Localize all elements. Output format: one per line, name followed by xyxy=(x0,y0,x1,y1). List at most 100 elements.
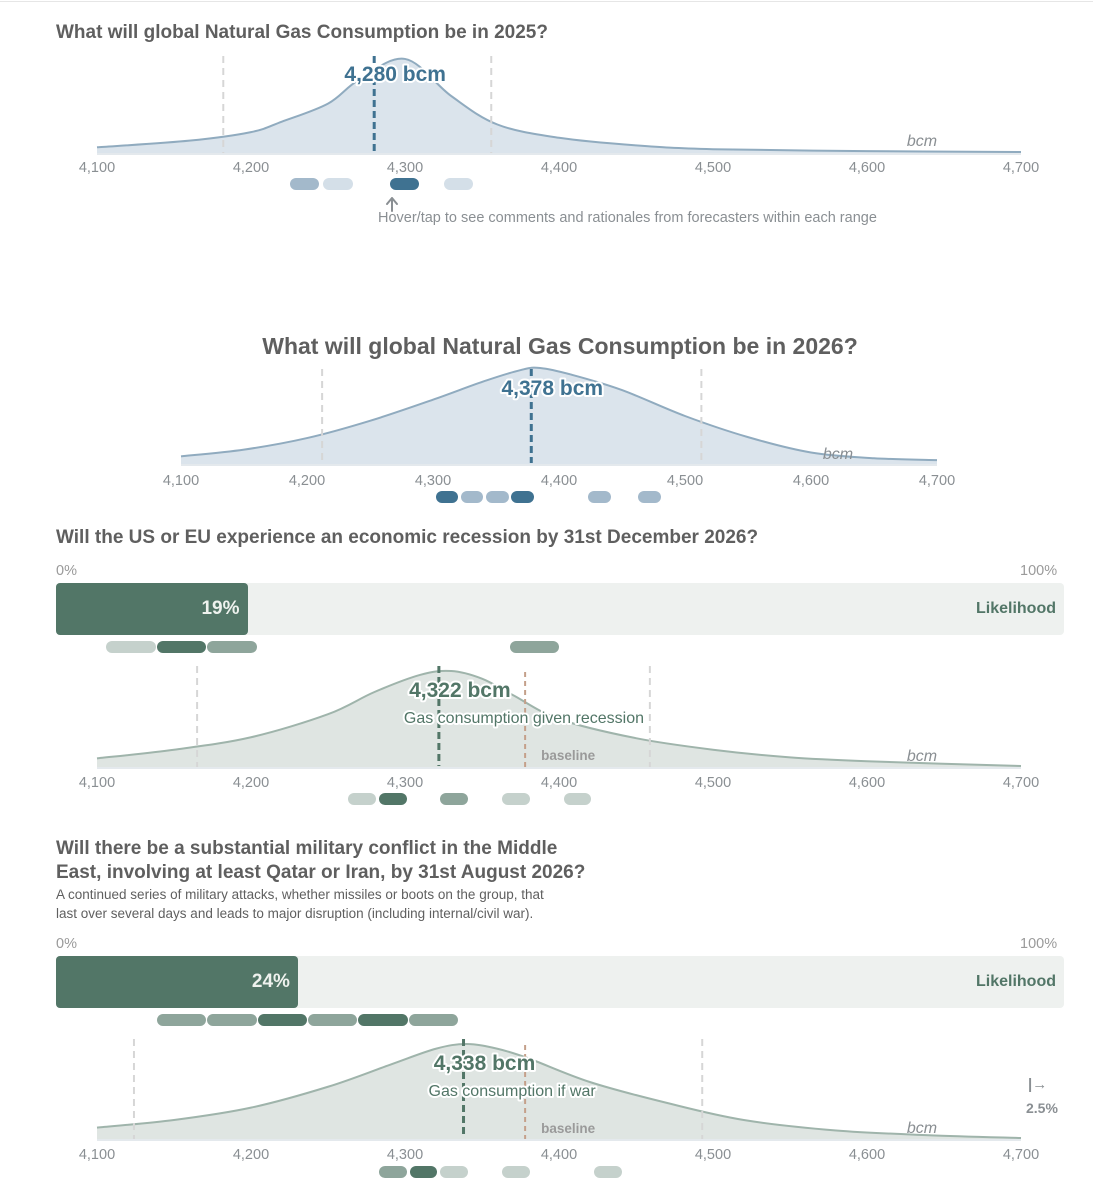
chart-given-recession: baseline 4,322 bcm Gas consumption given r… xyxy=(79,666,1039,791)
q4-title-line2: East, involving at least Qatar or Iran, … xyxy=(56,862,586,883)
tick-label: 4,700 xyxy=(919,473,955,489)
tick-label: 4,400 xyxy=(541,473,577,489)
tick-label: 4,400 xyxy=(541,160,577,176)
q4-description: A continued series of military attacks, … xyxy=(56,885,544,923)
baseline-label: baseline xyxy=(541,1121,596,1136)
comment-range-pill[interactable] xyxy=(440,1166,469,1178)
comment-range-strip-if-war xyxy=(0,1165,1093,1179)
comment-range-strip-conflict xyxy=(0,1013,1093,1027)
comment-range-pill[interactable] xyxy=(378,793,407,805)
q2-title: What will global Natural Gas Consumption… xyxy=(262,333,858,359)
comment-range-pill[interactable] xyxy=(348,793,376,805)
comment-range-pill[interactable] xyxy=(587,491,611,503)
conflict-likelihood-track[interactable]: 24% Likelihood xyxy=(56,956,1064,1008)
tick-label: 4,500 xyxy=(695,160,731,176)
q3-axis-min: 0% xyxy=(56,563,77,579)
q1-title: What will global Natural Gas Consumption… xyxy=(56,22,548,43)
comment-range-pill[interactable] xyxy=(207,641,257,653)
comment-range-pill[interactable] xyxy=(156,1014,207,1026)
density-curve xyxy=(96,57,1022,154)
tick-label: 4,700 xyxy=(1003,1147,1039,1163)
tick-label: 4,700 xyxy=(1003,775,1039,791)
tick-label: 4,400 xyxy=(541,775,577,791)
comment-range-pill[interactable] xyxy=(435,491,459,503)
q4-description-line2: last over several days and leads to majo… xyxy=(56,906,534,921)
tick-label: 4,200 xyxy=(233,775,269,791)
conflict-likelihood-value: 24% xyxy=(251,971,290,992)
median-value-label: 4,280 bcm xyxy=(344,63,446,86)
unit-label: bcm xyxy=(823,446,853,463)
density-area xyxy=(97,670,1021,767)
recession-likelihood-track[interactable]: 19% Likelihood xyxy=(56,583,1064,635)
comment-range-pill[interactable] xyxy=(257,1014,307,1026)
tick-label: 4,500 xyxy=(695,775,731,791)
q4-axis-max: 100% xyxy=(1020,936,1058,952)
comment-range-pill[interactable] xyxy=(485,491,509,503)
comment-range-pill[interactable] xyxy=(443,178,473,190)
offscale-arrow-icon: |→ xyxy=(1028,1076,1048,1093)
recession-likelihood-bar: 19% xyxy=(56,583,248,635)
comment-range-pill[interactable] xyxy=(563,793,592,805)
comment-range-pill[interactable] xyxy=(308,1014,358,1026)
conditional-sublabel: Gas consumption given recession xyxy=(404,710,644,727)
comment-range-pill[interactable] xyxy=(156,641,207,653)
unit-label: bcm xyxy=(907,1120,937,1137)
conflict-likelihood-label: Likelihood xyxy=(976,973,1056,990)
tick-label: 4,300 xyxy=(387,160,423,176)
conditional-sublabel: Gas consumption if war xyxy=(429,1083,597,1100)
comment-range-pill[interactable] xyxy=(389,178,419,190)
comment-range-pill[interactable] xyxy=(440,793,469,805)
q4-title-line1: Will there be a substantial military con… xyxy=(56,838,558,859)
median-value-label: 4,322 bcm xyxy=(409,679,511,702)
offscale-value: 2.5% xyxy=(1026,1100,1058,1116)
recession-likelihood-label: Likelihood xyxy=(976,600,1056,617)
recession-likelihood-value: 19% xyxy=(201,598,240,619)
tick-label: 4,100 xyxy=(79,1147,115,1163)
comment-range-strip-2025 xyxy=(0,177,1093,191)
comment-range-strip-2026 xyxy=(0,490,1093,504)
tick-label: 4,300 xyxy=(387,775,423,791)
median-value-label: 4,338 bcm xyxy=(434,1052,536,1075)
tick-label: 4,600 xyxy=(849,775,885,791)
tick-label: 4,500 xyxy=(695,1147,731,1163)
chart-if-war: baseline 4,338 bcm Gas consumption if war b… xyxy=(79,1039,1039,1163)
q3-title: Will the US or EU experience an economic… xyxy=(56,527,759,548)
tick-label: 4,700 xyxy=(1003,160,1039,176)
comment-range-pill[interactable] xyxy=(289,178,319,190)
unit-label: bcm xyxy=(907,748,937,765)
comment-range-pill[interactable] xyxy=(207,1014,257,1026)
tick-label: 4,200 xyxy=(233,1147,269,1163)
q4-title: Will there be a substantial military con… xyxy=(56,837,585,885)
comment-range-pill[interactable] xyxy=(409,1166,438,1178)
comment-range-pill[interactable] xyxy=(509,641,559,653)
comment-range-pill[interactable] xyxy=(106,641,156,653)
unit-label: bcm xyxy=(907,133,937,150)
comment-range-pill[interactable] xyxy=(358,1014,408,1026)
tick-label: 4,200 xyxy=(233,160,269,176)
tick-label: 4,200 xyxy=(289,473,325,489)
density-area xyxy=(97,58,1021,153)
comment-range-pill[interactable] xyxy=(378,1166,407,1178)
comment-range-pill[interactable] xyxy=(638,491,662,503)
tick-label: 4,300 xyxy=(387,1147,423,1163)
comment-range-strip-recession xyxy=(0,640,1093,654)
tick-label: 4,600 xyxy=(849,160,885,176)
density-curve xyxy=(180,366,938,462)
comment-range-pill[interactable] xyxy=(594,1166,623,1178)
tick-label: 4,400 xyxy=(541,1147,577,1163)
comment-range-pill[interactable] xyxy=(511,491,534,503)
tick-label: 4,100 xyxy=(163,473,199,489)
tick-label: 4,500 xyxy=(667,473,703,489)
comment-range-pill[interactable] xyxy=(323,178,353,190)
comment-range-pill[interactable] xyxy=(460,491,484,503)
comment-range-pill[interactable] xyxy=(502,1166,530,1178)
hover-hint: Hover/tap to see comments and rationales… xyxy=(378,210,877,226)
tick-label: 4,300 xyxy=(415,473,451,489)
tick-label: 4,100 xyxy=(79,775,115,791)
q3-axis-max: 100% xyxy=(1020,563,1058,579)
comment-range-pill[interactable] xyxy=(408,1014,459,1026)
tick-label: 4,100 xyxy=(79,160,115,176)
comment-range-pill[interactable] xyxy=(502,793,530,805)
up-arrow-icon xyxy=(386,197,398,212)
comment-range-strip-given-recession xyxy=(0,792,1093,806)
